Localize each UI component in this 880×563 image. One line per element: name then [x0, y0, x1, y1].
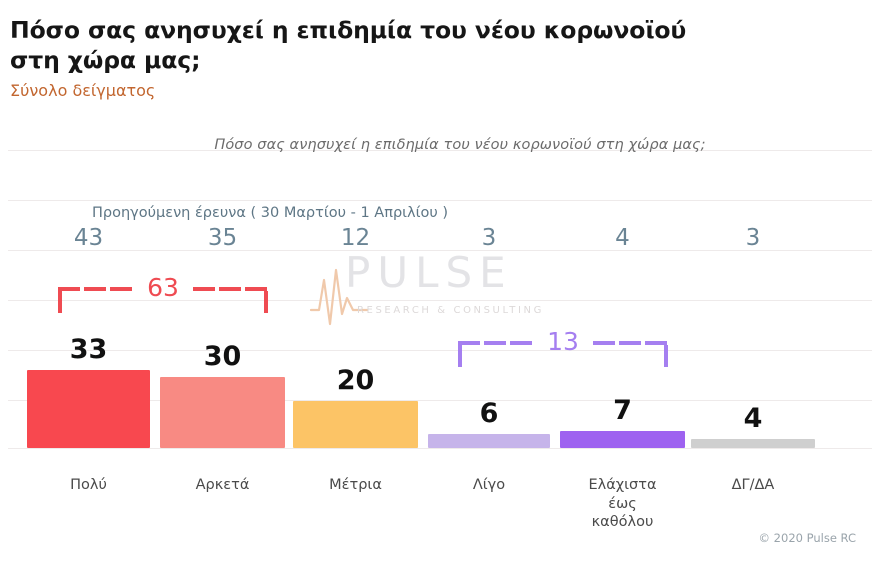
bar-value-label: 4	[743, 403, 763, 434]
category-label-line: Λίγο	[472, 477, 506, 493]
plot-area	[0, 150, 880, 455]
category-label-line: Μέτρια	[329, 477, 382, 493]
bracket-annotation: 63	[58, 273, 268, 313]
gridline	[8, 300, 872, 301]
bar-value-label: 33	[69, 334, 108, 365]
bracket-dash-segment-right	[593, 341, 668, 345]
category-label-line: ΔΓ/ΔΑ	[731, 477, 775, 493]
bar-μέτρια[interactable]	[293, 401, 418, 448]
bar-value-label: 6	[479, 398, 499, 429]
gridline	[8, 350, 872, 351]
category-label: Πολύ	[27, 476, 150, 495]
category-label-line: καθόλου	[591, 514, 654, 531]
copyright-footer: © 2020 Pulse RC	[758, 531, 856, 545]
previous-survey-value: 43	[73, 225, 104, 251]
bar-δγ/δα[interactable]	[691, 439, 815, 448]
gridline	[8, 400, 872, 401]
bracket-value-label: 13	[547, 327, 579, 356]
bar-value-label: 20	[336, 365, 375, 396]
previous-survey-value: 3	[745, 225, 761, 251]
page-title-line2: στη χώρα μας;	[10, 45, 201, 74]
bracket-arm-left	[458, 345, 462, 367]
bracket-dash-segment-left	[58, 287, 133, 291]
gridline	[8, 150, 872, 151]
bracket-dash-segment-right	[193, 287, 268, 291]
bracket-value-label: 63	[147, 273, 179, 302]
question-caption: Πόσο σας ανησυχεί η επιδημία του νέου κο…	[214, 137, 706, 153]
previous-survey-note: Προηγούμενη έρευνα ( 30 Μαρτίου - 1 Απρι…	[92, 205, 449, 221]
page-title-line1: Πόσο σας ανησυχεί η επιδημία του νέου κο…	[10, 16, 687, 44]
category-label: ΔΓ/ΔΑ	[691, 476, 815, 495]
bracket-arm-left	[58, 291, 62, 313]
category-label: Μέτρια	[293, 476, 418, 495]
category-label: Λίγο	[428, 476, 550, 495]
bar-αρκετά[interactable]	[160, 377, 285, 448]
previous-survey-value: 3	[481, 225, 497, 251]
gridline-baseline	[8, 448, 872, 449]
header-block: Πόσο σας ανησυχεί η επιδημία του νέου κο…	[10, 16, 710, 100]
category-label-line: Αρκετά	[195, 477, 250, 493]
bar-πολύ[interactable]	[27, 370, 150, 448]
bracket-dash-segment-left	[458, 341, 533, 345]
category-label-line: Πολύ	[70, 477, 107, 493]
previous-survey-value: 12	[340, 225, 371, 251]
bracket-arm-right	[664, 345, 668, 367]
category-label: Ελάχιστα έως καθόλου	[560, 476, 685, 532]
previous-survey-value: 4	[615, 225, 630, 251]
gridline	[8, 200, 872, 201]
category-label-line: έως	[608, 495, 637, 512]
category-label: Αρκετά	[160, 476, 285, 495]
bar-value-label: 30	[203, 341, 242, 372]
bracket-arm-right	[264, 291, 268, 313]
page-subtitle: Σύνολο δείγματος	[10, 81, 156, 101]
category-label-line: Ελάχιστα	[588, 477, 657, 493]
bracket-annotation: 13	[458, 327, 668, 367]
previous-survey-value: 35	[207, 225, 238, 251]
bar-λίγο[interactable]	[428, 434, 550, 448]
gridline	[8, 250, 872, 251]
bar-ελάχιστα[interactable]	[560, 431, 685, 448]
bar-value-label: 7	[613, 395, 632, 426]
page-title: Πόσο σας ανησυχεί η επιδημία του νέου κο…	[10, 16, 710, 75]
